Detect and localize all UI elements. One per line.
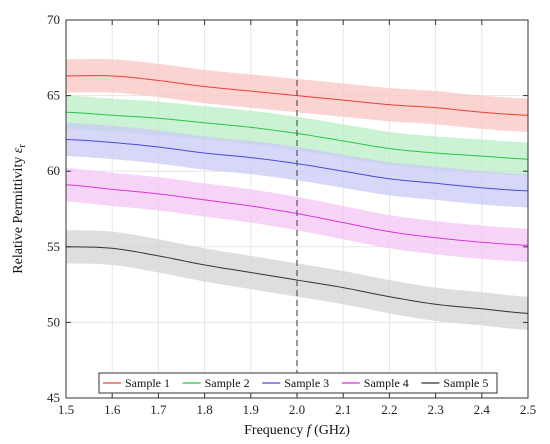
y-axis-title-symbol: ε — [11, 147, 26, 153]
legend-label-sample-4: Sample 4 — [364, 376, 409, 390]
legend-box — [98, 372, 498, 394]
x-tick-label: 2.3 — [427, 402, 443, 417]
legend-label-sample-2: Sample 2 — [205, 376, 250, 390]
x-axis-title-symbol: f — [307, 423, 313, 438]
y-axis-title: Relative Permittivity εr — [11, 144, 28, 274]
x-axis-title: Frequency f (GHz) — [244, 423, 350, 438]
x-tick-label: 1.5 — [58, 402, 74, 417]
x-tick-label: 2.4 — [474, 402, 491, 417]
x-tick-label: 2.5 — [520, 402, 536, 417]
x-tick-label: 2.0 — [289, 402, 305, 417]
y-axis-title-sub: r — [17, 144, 28, 148]
x-axis-title-main: Frequency — [244, 423, 307, 438]
y-tick-label: 55 — [47, 239, 60, 254]
legend-label-sample-5: Sample 5 — [443, 376, 488, 390]
y-tick-label: 50 — [47, 314, 60, 329]
y-tick-label: 65 — [47, 88, 60, 103]
x-tick-label: 2.1 — [335, 402, 351, 417]
x-tick-label: 1.7 — [150, 402, 167, 417]
x-axis-title-unit: (GHz) — [311, 423, 351, 438]
y-tick-label: 60 — [47, 163, 60, 178]
x-tick-label: 1.8 — [196, 402, 212, 417]
legend-label-sample-3: Sample 3 — [284, 376, 329, 390]
x-tick-label: 1.9 — [243, 402, 259, 417]
x-tick-label: 2.2 — [381, 402, 397, 417]
legend-label-sample-1: Sample 1 — [125, 376, 170, 390]
legend: Sample 1 Sample 2 Sample 3 Sample 4 Sample 5 — [98, 372, 498, 394]
x-tick-label: 1.6 — [104, 402, 121, 417]
y-tick-label: 70 — [47, 12, 60, 27]
y-axis-title-main: Relative Permittivity — [11, 153, 26, 274]
y-tick-label: 45 — [47, 390, 60, 405]
axis-ticks: 1.5 1.6 1.7 1.8 1.9 2.0 2.1 2.2 2.3 2.4 2.5 45 50 55 6… — [47, 12, 536, 417]
